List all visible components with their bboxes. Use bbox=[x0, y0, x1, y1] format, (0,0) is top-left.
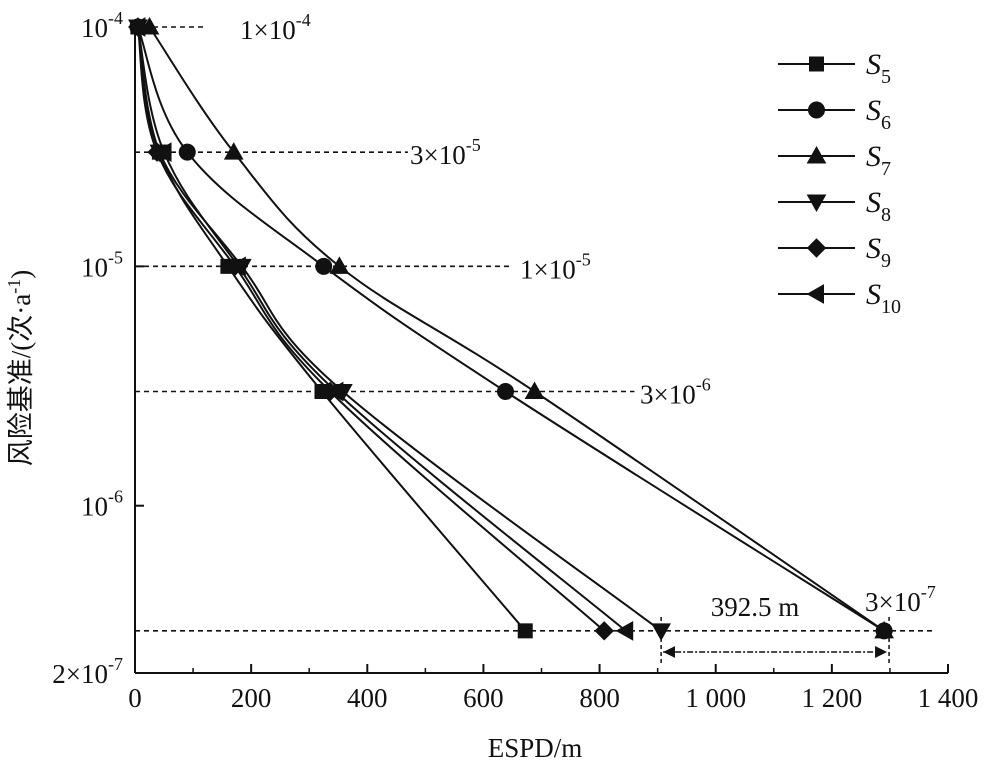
y-tick-label-exponent: -5 bbox=[108, 247, 123, 267]
risk-level-label-exponent: -5 bbox=[576, 249, 591, 269]
legend-label-name: S bbox=[866, 94, 881, 127]
circle-marker bbox=[496, 383, 514, 401]
y-tick-label-exponent: -6 bbox=[108, 487, 123, 507]
risk-level-label-exponent: -7 bbox=[921, 582, 936, 602]
x-tick-label: 200 bbox=[231, 683, 272, 713]
risk-level-label: 3×10-6 bbox=[640, 375, 711, 410]
legend-label-sub: 8 bbox=[881, 204, 891, 226]
triangle-left-marker bbox=[154, 142, 172, 163]
legend-label-name: S bbox=[866, 232, 881, 265]
legend-label: S5 bbox=[866, 48, 891, 88]
series-line bbox=[136, 26, 527, 632]
legend-label-name: S bbox=[866, 140, 881, 173]
triangle-left-marker bbox=[228, 256, 246, 277]
x-tick-label: 0 bbox=[128, 683, 142, 713]
risk-level-label-exponent: -4 bbox=[296, 10, 311, 30]
triangle-down-marker bbox=[806, 194, 827, 213]
legend-label-sub: 9 bbox=[881, 250, 891, 272]
y-tick-label: 2×10-7 bbox=[52, 654, 123, 689]
series-line bbox=[136, 26, 605, 632]
circle-marker bbox=[315, 257, 333, 275]
axes bbox=[134, 26, 949, 674]
series-line bbox=[148, 26, 885, 632]
x-tick-label: 800 bbox=[579, 683, 620, 713]
series-line bbox=[136, 26, 885, 632]
series-markers bbox=[127, 16, 894, 641]
risk-level-label: 1×10-4 bbox=[240, 10, 311, 45]
x-axis-title: ESPD/m bbox=[488, 733, 583, 763]
risk-level-label-exponent: -5 bbox=[466, 135, 481, 155]
diamond-marker bbox=[806, 238, 827, 258]
triangle-up-marker bbox=[223, 142, 244, 160]
triangle-up-marker bbox=[806, 145, 827, 164]
y-axis-title-end: ) bbox=[6, 270, 36, 279]
y-tick-label-mantissa: 10 bbox=[81, 252, 108, 282]
y-tick-label-mantissa: 2×10 bbox=[52, 659, 108, 689]
x-tick-label: 600 bbox=[463, 683, 504, 713]
x-tick-label: 1 000 bbox=[685, 683, 746, 713]
risk-level-label-mantissa: 3×10 bbox=[865, 587, 921, 617]
legend-label-sub: 6 bbox=[881, 112, 891, 134]
y-tick-labels: 10-410-510-62×10-7 bbox=[52, 8, 123, 689]
legend-label-sub: 7 bbox=[881, 158, 891, 180]
circle-marker bbox=[808, 101, 825, 119]
legend-label-name: S bbox=[866, 278, 881, 311]
legend-label-name: S bbox=[866, 48, 881, 81]
y-tick-label-exponent: -7 bbox=[108, 654, 123, 674]
x-tick-label: 400 bbox=[347, 683, 388, 713]
triangle-left-marker bbox=[615, 620, 634, 641]
gap-label: 392.5 m bbox=[711, 592, 800, 622]
y-tick-label-mantissa: 10 bbox=[81, 13, 108, 43]
y-axis-title: 风险基准/(次·a-1) bbox=[4, 270, 36, 466]
square-marker bbox=[517, 623, 533, 639]
triangle-left-marker bbox=[806, 284, 824, 304]
triangle-left-marker bbox=[325, 381, 344, 402]
risk-level-label-mantissa: 1×10 bbox=[520, 254, 576, 284]
y-tick-label: 10-5 bbox=[81, 247, 123, 282]
legend-label: S6 bbox=[866, 94, 891, 134]
legend-label: S7 bbox=[866, 140, 891, 180]
circle-marker bbox=[178, 143, 196, 161]
y-tick-label-exponent: -4 bbox=[108, 8, 123, 28]
y-tick-label: 10-6 bbox=[81, 487, 123, 522]
risk-level-label-mantissa: 3×10 bbox=[640, 380, 696, 410]
y-tick-label-mantissa: 10 bbox=[81, 492, 108, 522]
series-line bbox=[136, 26, 627, 632]
risk-level-label: 3×10-7 bbox=[865, 582, 936, 617]
risk-level-label-mantissa: 1×10 bbox=[240, 15, 296, 45]
square-marker bbox=[809, 56, 824, 72]
legend-label: S9 bbox=[866, 232, 891, 272]
y-tick-label: 10-4 bbox=[81, 8, 123, 43]
x-tick-label: 1 200 bbox=[801, 683, 862, 713]
x-tick-labels: 0 200 400 600 800 1 000 1 200 1 400 bbox=[128, 683, 978, 713]
legend-label: S8 bbox=[866, 186, 891, 226]
triangle-up-marker bbox=[329, 256, 350, 274]
risk-level-label-mantissa: 3×10 bbox=[410, 140, 466, 170]
legend-label-name: S bbox=[866, 186, 881, 219]
legend-label-sub: 5 bbox=[881, 66, 891, 88]
risk-level-label: 3×10-5 bbox=[410, 135, 481, 170]
risk-level-label: 1×10-5 bbox=[520, 249, 591, 284]
diamond-marker bbox=[594, 621, 614, 641]
y-axis-title-exp: -1 bbox=[4, 279, 24, 294]
series-line bbox=[136, 26, 662, 632]
x-tick-label: 1 400 bbox=[918, 683, 979, 713]
triangle-up-marker bbox=[524, 381, 545, 400]
y-axis-title-main: 风险基准/(次·a bbox=[6, 294, 36, 466]
legend-label: S10 bbox=[866, 278, 901, 318]
series-lines bbox=[136, 26, 885, 632]
risk-level-label-exponent: -6 bbox=[696, 375, 711, 395]
legend-label-sub: 10 bbox=[881, 296, 901, 318]
